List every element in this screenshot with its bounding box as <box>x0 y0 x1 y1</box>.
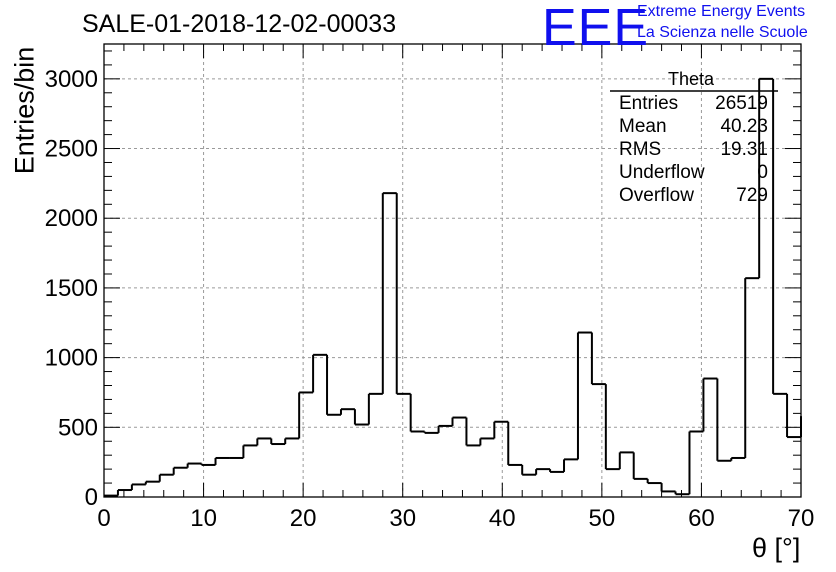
plot-frame <box>103 43 802 498</box>
x-axis-label: θ [°] <box>752 533 801 563</box>
x-tick-label: 10 <box>190 505 217 532</box>
eee-logo-icon: EEE <box>542 0 650 57</box>
stat-value-overflow: 729 <box>736 185 768 206</box>
stat-value-mean: 40.23 <box>720 116 768 137</box>
stat-name-mean: Mean <box>619 116 667 137</box>
x-tick-label: 70 <box>788 505 815 532</box>
y-tick-label: 2000 <box>45 205 98 232</box>
stat-name-overflow: Overflow <box>619 185 694 206</box>
stat-name-underflow: Underflow <box>619 162 705 183</box>
y-tick-label: 0 <box>85 484 98 511</box>
x-tick-label: 30 <box>389 505 416 532</box>
y-tick-label: 1000 <box>45 345 98 372</box>
stat-name-entries: Entries <box>619 93 679 114</box>
logo-text-line1: Extreme Energy Events <box>637 3 806 20</box>
x-tick-label: 0 <box>97 505 110 532</box>
x-tick-label: 40 <box>489 505 516 532</box>
stat-value-entries: 26519 <box>715 93 768 114</box>
y-axis-label: Entries/bin <box>9 46 40 175</box>
stat-value-rms: 19.31 <box>720 139 768 160</box>
logo-text-line2: La Scienza nelle Scuole <box>637 24 808 41</box>
y-tick-label: 3000 <box>45 66 98 93</box>
chart-title: SALE-01-2018-12-02-00033 <box>82 10 397 38</box>
y-tick-label: 2500 <box>45 136 98 163</box>
y-tick-label: 1500 <box>45 275 98 302</box>
x-tick-label: 50 <box>589 505 616 532</box>
stats-title: Theta <box>668 69 715 89</box>
stat-value-underflow: 0 <box>757 162 768 183</box>
x-tick-label: 60 <box>688 505 715 532</box>
stat-name-rms: RMS <box>619 139 662 160</box>
x-tick-label: 20 <box>290 505 317 532</box>
y-tick-label: 500 <box>58 414 98 441</box>
